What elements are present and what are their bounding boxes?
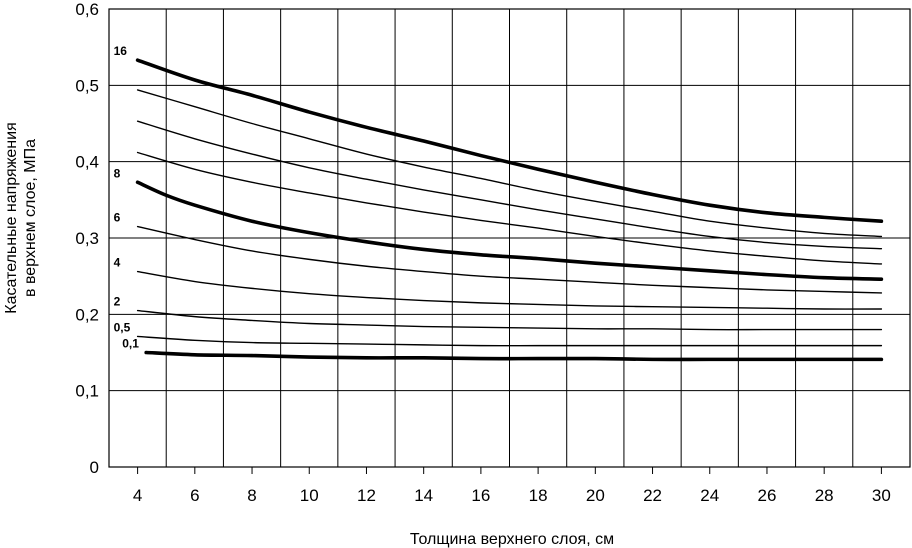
series-line-4	[136, 270, 883, 310]
x-tick-label: 20	[586, 486, 605, 505]
y-tick-label: 0,5	[75, 76, 99, 95]
x-tick-label: 10	[300, 486, 319, 505]
series-line-8	[135, 180, 884, 282]
x-tick-label: 24	[700, 486, 719, 505]
curve-labels: 16 8 6 4 2 0,5 0,1	[114, 44, 140, 350]
y-tick-label: 0,3	[75, 229, 99, 248]
series-line-unlabeled-2	[136, 120, 883, 250]
curve-label: 8	[114, 166, 121, 180]
curve-label: 4	[114, 256, 121, 270]
y-axis-ticks: 0 0,1 0,2 0,3 0,4 0,5 0,6	[75, 0, 99, 477]
x-tick-label: 6	[190, 486, 199, 505]
x-tick-label: 22	[643, 486, 662, 505]
x-tick-label: 14	[414, 486, 433, 505]
x-axis-ticks: 4 6 8 10 12 14 16 18 20 22 24 26 28 30	[133, 467, 891, 505]
x-tick-label: 12	[357, 486, 376, 505]
series-line-16	[135, 58, 884, 224]
y-tick-label: 0,2	[75, 305, 99, 324]
y-axis-title-line1: Касательные напряжения	[3, 122, 20, 313]
series-line-unlabeled-1	[136, 89, 883, 238]
x-tick-label: 26	[758, 486, 777, 505]
x-tick-label: 16	[471, 486, 490, 505]
y-tick-label: 0,6	[75, 0, 99, 19]
series-line-6	[136, 225, 883, 294]
series-line-2	[136, 309, 883, 331]
x-tick-label: 28	[815, 486, 834, 505]
y-tick-label: 0,1	[75, 382, 99, 401]
x-tick-label: 8	[247, 486, 256, 505]
x-tick-label: 30	[872, 486, 891, 505]
x-tick-label: 18	[529, 486, 548, 505]
curve-label: 2	[114, 295, 121, 309]
y-tick-label: 0	[90, 458, 99, 477]
series-line-unlabeled-3	[136, 151, 883, 265]
curve-label: 6	[114, 211, 121, 225]
series-line-0-1	[144, 350, 884, 362]
x-axis-title: Толщина верхнего слоя, см	[410, 531, 614, 548]
plot-frame	[108, 8, 911, 468]
y-axis-title-line2: в верхнем слое, МПа	[22, 139, 39, 297]
curve-label: 16	[114, 44, 128, 58]
series-layer	[135, 58, 884, 362]
x-tick-label: 4	[133, 486, 142, 505]
series-line-0-5	[136, 335, 883, 347]
y-tick-label: 0,4	[75, 153, 99, 172]
curve-label: 0,1	[122, 337, 139, 351]
curve-label: 0,5	[114, 320, 131, 334]
grid	[108, 8, 911, 468]
